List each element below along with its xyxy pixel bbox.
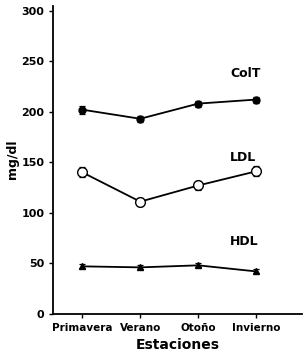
Text: ColT: ColT [230, 67, 260, 80]
X-axis label: Estaciones: Estaciones [136, 338, 220, 352]
Text: HDL: HDL [230, 234, 259, 248]
Text: LDL: LDL [230, 151, 256, 164]
Y-axis label: mg/dl: mg/dl [6, 140, 18, 179]
